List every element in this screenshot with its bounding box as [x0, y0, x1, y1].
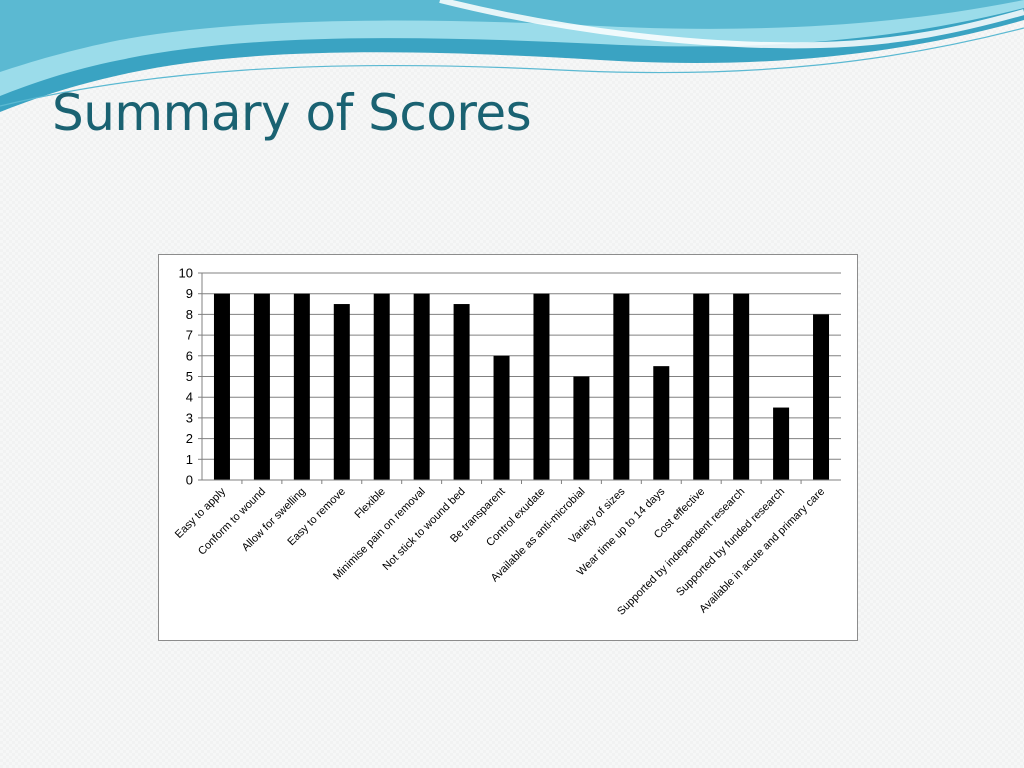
wave-header-decoration: [0, 0, 1024, 112]
y-tick-labels: 0 1 2 3 4 5 6 7 8 9 10: [179, 266, 193, 488]
bar: [373, 293, 390, 480]
y-tick-label: 4: [186, 390, 193, 405]
y-tick-label: 1: [186, 452, 193, 467]
wave-line: [0, 27, 1024, 107]
slide-title: Summary of Scores: [52, 84, 532, 142]
bar: [773, 407, 790, 480]
bar: [493, 355, 510, 480]
bar: [413, 293, 430, 480]
bar: [533, 293, 550, 480]
bar: [453, 304, 470, 480]
y-tick-label: 7: [186, 328, 193, 343]
x-category-label: Flexible: [353, 486, 388, 521]
bar: [293, 293, 310, 480]
bars: [213, 293, 830, 480]
bar: [693, 293, 710, 480]
y-tick-label: 6: [186, 348, 193, 363]
y-tick-label: 5: [186, 369, 193, 384]
bar: [253, 293, 270, 480]
bar: [213, 293, 230, 480]
bar: [333, 304, 350, 480]
bar-chart: 0 1 2 3 4 5 6 7 8 9 10 Easy to apply Conform to wou…: [158, 254, 858, 641]
bar: [653, 366, 670, 480]
y-tick-label: 10: [179, 266, 193, 281]
y-tick-label: 9: [186, 286, 193, 301]
bar: [613, 293, 630, 480]
x-category-label: Conform to wound: [196, 486, 268, 558]
y-tick-label: 8: [186, 307, 193, 322]
y-tick-label: 2: [186, 431, 193, 446]
wave-white-streak: [439, 0, 1024, 49]
axes: [198, 272, 841, 484]
bar: [733, 293, 750, 480]
bar: [813, 314, 830, 480]
y-tick-label: 3: [186, 410, 193, 425]
bar: [573, 376, 590, 480]
wave-band-top: [0, 0, 1024, 72]
y-tick-label: 0: [186, 473, 193, 488]
